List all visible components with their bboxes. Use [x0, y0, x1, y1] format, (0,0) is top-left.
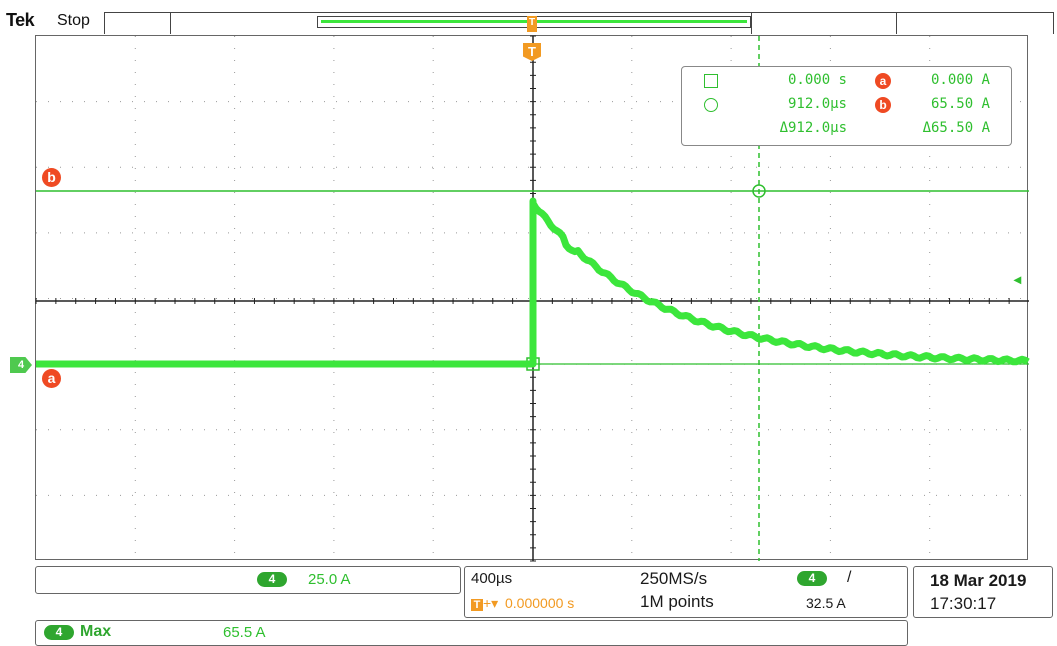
cursor-b-amplitude: 65.50 A: [930, 96, 990, 112]
channel-4-ground-marker[interactable]: 4: [10, 357, 32, 373]
trigger-level-arrow: ◂: [1014, 271, 1022, 287]
datetime-panel: 18 Mar 2019 17:30:17: [913, 566, 1053, 618]
measurement-value: 65.5 A: [223, 624, 266, 641]
timebase-panel[interactable]: 400µs T +▾ 0.000000 s 250MS/s 1M points 4…: [464, 566, 908, 618]
cursor-b-label[interactable]: b: [42, 168, 61, 187]
measurement-panel[interactable]: 4 Max 65.5 A: [35, 620, 908, 646]
square-cursor-icon: [704, 74, 718, 88]
cursor-b-time: 912.0µs: [787, 96, 847, 112]
horizontal-scale: 400µs: [471, 570, 513, 587]
delta-time: Δ912.0µs: [779, 120, 847, 136]
record-segment: [751, 12, 897, 34]
readout-row-delta: Δ912.0µs Δ65.50 A: [682, 120, 1011, 140]
cursor-b-circle-marker: [752, 184, 766, 198]
sample-rate: 250MS/s: [640, 569, 708, 588]
cursor-a-time: 0.000 s: [787, 72, 847, 88]
horizontal-position: 0.000000 s: [505, 595, 575, 611]
trigger-record-marker: T: [527, 16, 537, 32]
channel-4-badge: 4: [257, 572, 287, 587]
delta-amplitude: Δ65.50 A: [922, 120, 990, 136]
run-state: Stop: [57, 12, 90, 29]
record-view-bar[interactable]: [104, 12, 1054, 34]
measurement-channel-badge: 4: [44, 625, 74, 640]
trigger-position-icon: T +▾: [471, 595, 498, 612]
readout-row-a: 0.000 s a 0.000 A: [682, 72, 1011, 92]
vertical-scale-panel[interactable]: 4 25.0 A: [35, 566, 461, 594]
brand-logo: Tek: [6, 10, 35, 30]
trigger-level: 32.5 A: [806, 595, 846, 611]
date: 18 Mar 2019: [930, 571, 1027, 590]
circle-cursor-icon: [704, 98, 718, 112]
waveform-trace: [36, 197, 1030, 368]
cursor-b-badge: b: [875, 97, 891, 113]
trigger-slope-icon: /: [847, 569, 852, 586]
trigger-source-badge: 4: [797, 571, 827, 586]
cursor-a-amplitude: 0.000 A: [930, 72, 990, 88]
graticule: [35, 35, 1030, 562]
measurement-name: Max: [80, 623, 112, 640]
vertical-scale-value: 25.0 A: [308, 571, 351, 588]
record-length: 1M points: [640, 592, 714, 611]
trigger-position-marker[interactable]: T: [523, 43, 541, 61]
cursor-readout: 0.000 s a 0.000 A 912.0µs b 65.50 A Δ912…: [681, 66, 1012, 146]
cursor-a-label[interactable]: a: [42, 369, 61, 388]
record-segment: [105, 12, 171, 34]
cursor-a-badge: a: [875, 73, 891, 89]
time: 17:30:17: [930, 594, 997, 613]
readout-row-b: 912.0µs b 65.50 A: [682, 96, 1011, 116]
